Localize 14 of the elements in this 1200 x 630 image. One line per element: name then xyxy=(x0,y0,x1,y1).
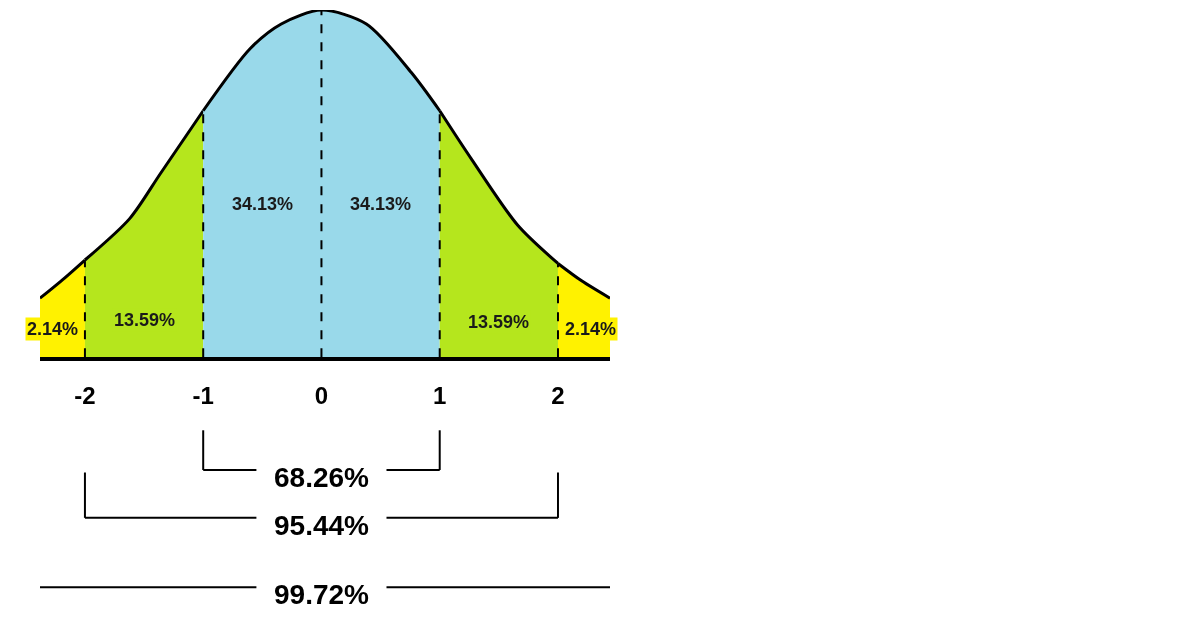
annotation: 13.59% xyxy=(468,312,530,332)
x-tick-label: 0 xyxy=(314,382,329,410)
annotation: 2.14% xyxy=(565,319,617,339)
text: 99.72% xyxy=(274,579,370,610)
x-tick-label: -2 xyxy=(74,382,96,410)
x-tick-label: 2 xyxy=(551,382,565,410)
annotation: 13.59% xyxy=(114,310,176,330)
text: 68.26% xyxy=(274,462,370,493)
annotation: 34.13% xyxy=(350,194,412,214)
text: 95.44% xyxy=(274,510,370,541)
x-tick-label: 1 xyxy=(433,382,447,410)
annotation: 2.14% xyxy=(27,319,79,339)
x-tick-label: -1 xyxy=(192,382,214,410)
annotation: 34.13% xyxy=(232,194,294,214)
